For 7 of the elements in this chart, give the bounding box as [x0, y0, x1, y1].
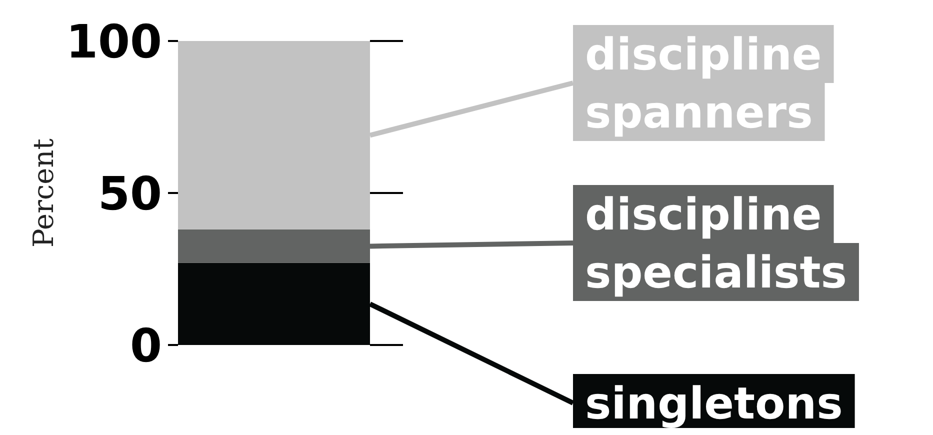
legend-label: discipline specialists [585, 189, 847, 298]
y-tick-label: 50 [98, 166, 162, 221]
legend-label: discipline spanners [585, 29, 822, 138]
text: singletons [585, 378, 843, 430]
y-tick-label: 100 [66, 14, 162, 69]
y-tick-label: 0 [130, 318, 162, 373]
y-axis-title: Percent [27, 138, 60, 248]
